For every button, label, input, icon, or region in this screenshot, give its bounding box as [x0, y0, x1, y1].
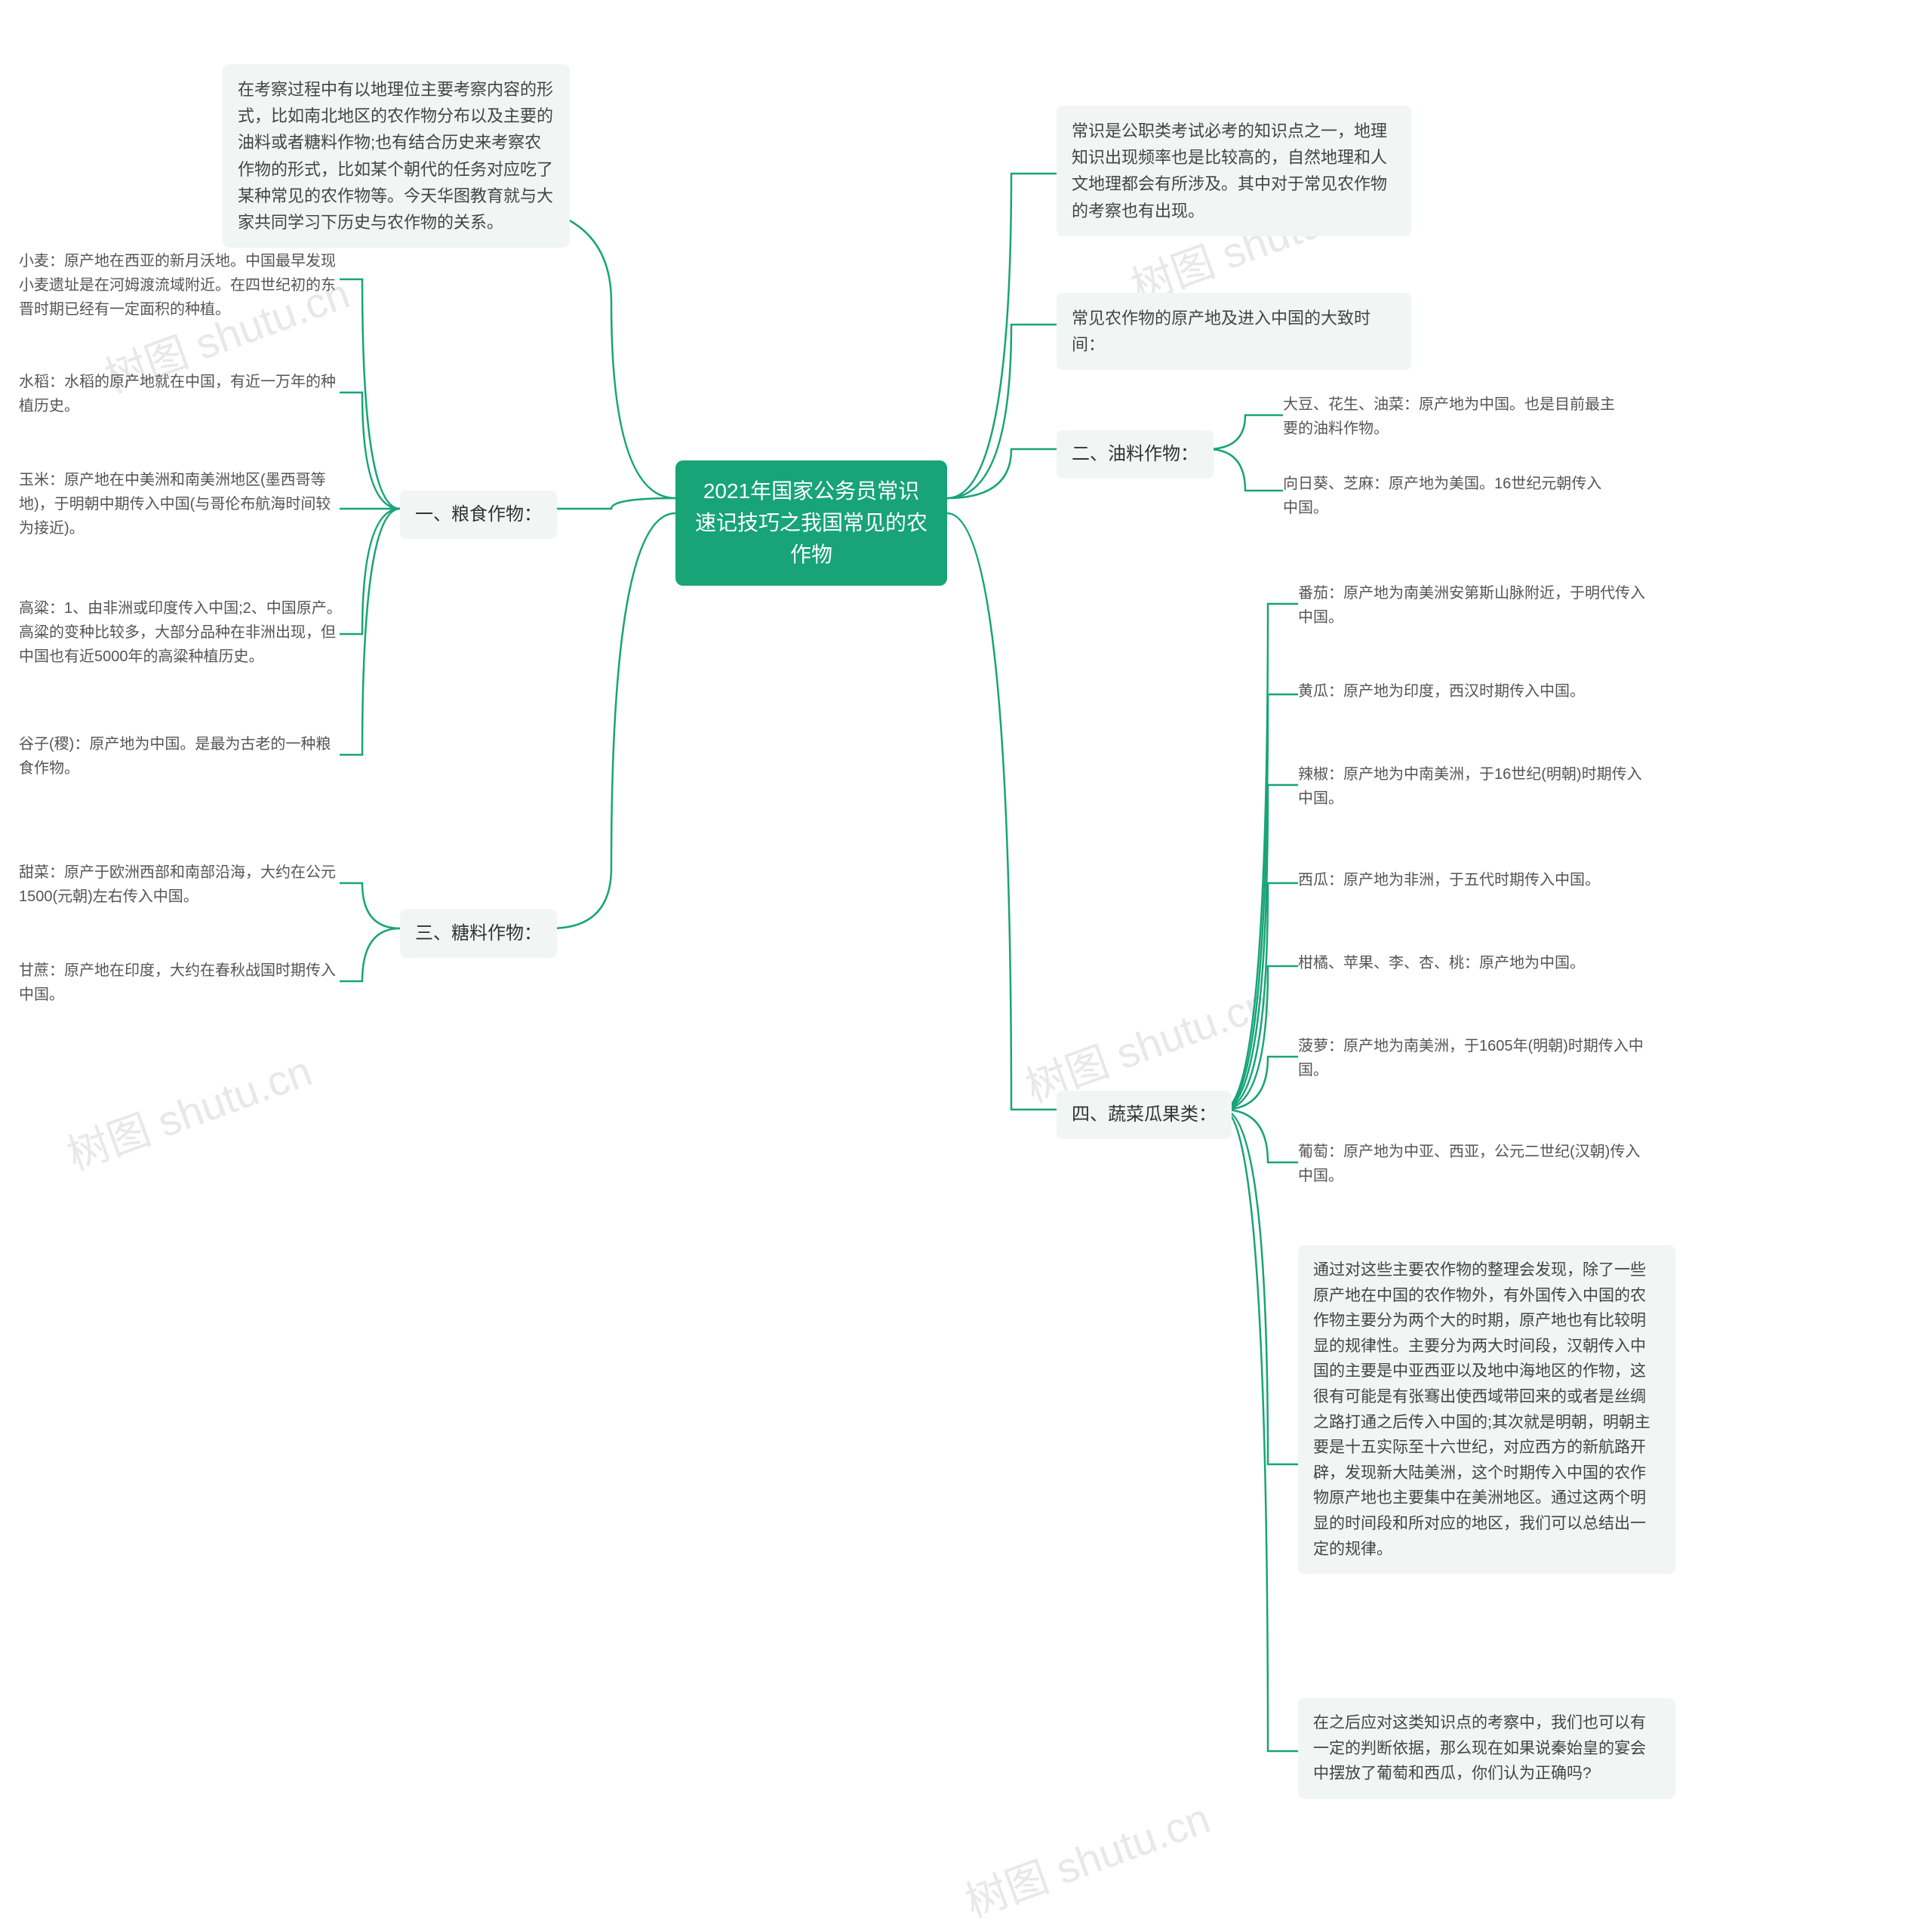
branch-grain: 一、粮食作物： — [400, 491, 557, 539]
mindmap-root: 树图 shutu.cn 树图 shutu.cn 树图 shutu.cn 树图 s… — [0, 0, 1932, 1877]
leaf-sugar-cane: 甘蔗：原产地在印度，大约在春秋战国时期传入中国。 — [19, 959, 343, 1007]
branch-sugar: 三、糖料作物： — [400, 910, 557, 958]
watermark: 树图 shutu.cn — [955, 1784, 1217, 1929]
leaf-veg-grape: 葡萄：原产地为中亚、西亚，公元二世纪(汉朝)传入中国。 — [1298, 1140, 1645, 1188]
intro-right-box-1: 常识是公职类考试必考的知识点之一，地理知识出现频率也是比较高的，自然地理和人文地… — [1057, 106, 1411, 236]
leaf-veg-citrus: 柑橘、苹果、李、杏、桃：原产地为中国。 — [1298, 951, 1645, 975]
leaf-grain-corn: 玉米：原产地在中美洲和南美洲地区(墨西哥等地)，于明朝中期传入中国(与哥伦布航海… — [19, 468, 343, 540]
leaf-oil-soy: 大豆、花生、油菜：原产地为中国。也是目前最主要的油料作物。 — [1283, 392, 1615, 441]
leaf-oil-sunflower: 向日葵、芝麻：原产地为美国。16世纪元朝传入中国。 — [1283, 472, 1615, 520]
branch-oil: 二、油料作物： — [1057, 430, 1214, 479]
leaf-grain-sorghum: 高粱：1、由非洲或印度传入中国;2、中国原产。高粱的变种比较多，大部分品种在非洲… — [19, 596, 343, 669]
intro-left-box: 在考察过程中有以地理位主要考察内容的形式，比如南北地区的农作物分布以及主要的油料… — [223, 64, 570, 248]
leaf-veg-chili: 辣椒：原产地为中南美洲，于16世纪(明朝)时期传入中国。 — [1298, 762, 1645, 811]
leaf-grain-millet: 谷子(稷)：原产地为中国。是最为古老的一种粮食作物。 — [19, 732, 343, 780]
leaf-grain-wheat: 小麦：原产地在西亚的新月沃地。中国最早发现小麦遗址是在河姆渡流域附近。在四世纪初… — [19, 249, 343, 322]
leaf-veg-tomato: 番茄：原产地为南美洲安第斯山脉附近，于明代传入中国。 — [1298, 581, 1645, 629]
leaf-veg-cucumber: 黄瓜：原产地为印度，西汉时期传入中国。 — [1298, 679, 1645, 703]
leaf-veg-question: 在之后应对这类知识点的考察中，我们也可以有一定的判断依据，那么现在如果说秦始皇的… — [1298, 1698, 1675, 1799]
leaf-veg-pineapple: 菠萝：原产地为南美洲，于1605年(明朝)时期传入中国。 — [1298, 1034, 1645, 1082]
leaf-grain-rice: 水稻：水稻的原产地就在中国，有近一万年的种植历史。 — [19, 370, 343, 418]
leaf-sugar-beet: 甜菜：原产于欧洲西部和南部沿海，大约在公元1500(元朝)左右传入中国。 — [19, 860, 343, 909]
leaf-veg-watermelon: 西瓜：原产地为非洲，于五代时期传入中国。 — [1298, 868, 1645, 892]
branch-vegfruit: 四、蔬菜瓜果类： — [1057, 1091, 1232, 1139]
watermark: 树图 shutu.cn — [57, 1037, 319, 1182]
center-node: 2021年国家公务员常识速记技巧之我国常见的农作物 — [675, 460, 947, 586]
intro-right-box-2: 常见农作物的原产地及进入中国的大致时间： — [1057, 293, 1411, 370]
leaf-veg-summary: 通过对这些主要农作物的整理会发现，除了一些原产地在中国的农作物外，有外国传入中国… — [1298, 1245, 1675, 1574]
